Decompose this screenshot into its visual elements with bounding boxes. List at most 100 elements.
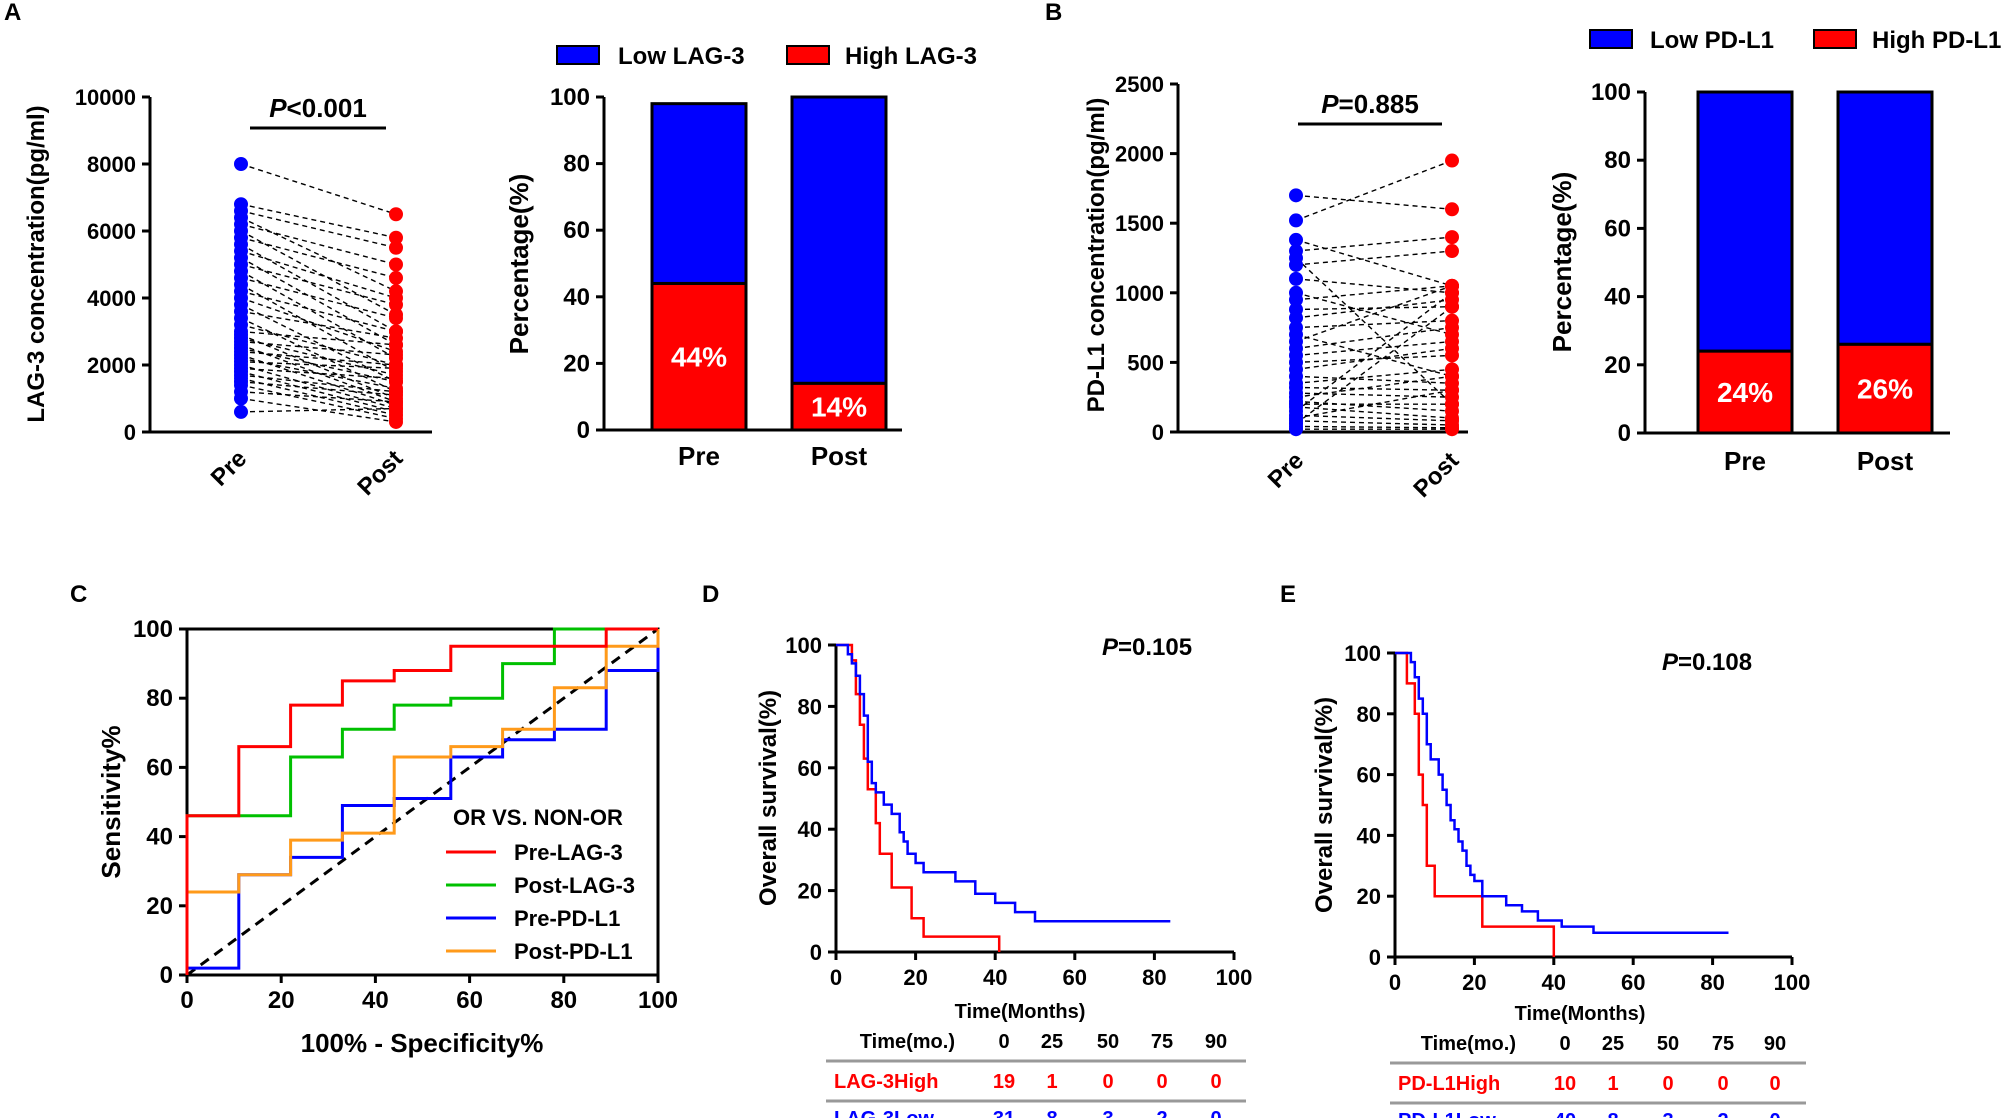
post-point <box>389 257 403 272</box>
reference-diagonal <box>186 627 659 977</box>
pair-line <box>1295 414 1453 422</box>
pair-line <box>1295 159 1453 222</box>
post-point <box>1445 244 1459 259</box>
pair-line <box>1295 250 1453 266</box>
pair-line <box>240 163 397 215</box>
y-tick-label: 2500 <box>1115 72 1164 97</box>
post-point <box>389 311 403 326</box>
x-tick-label: 100 <box>1216 965 1253 990</box>
legend-swatch-low-pdl1 <box>1589 29 1633 49</box>
x-axis-label: Time(Months) <box>1515 1003 1646 1025</box>
pre-point <box>1289 232 1303 247</box>
pair-line <box>1295 347 1453 371</box>
pair-line <box>1295 236 1453 252</box>
pair-line <box>240 223 397 266</box>
pair-line <box>240 397 397 423</box>
legend-label-post-pdl1: Post-PD-L1 <box>514 939 633 964</box>
y-tick-label: 6000 <box>87 219 136 244</box>
pair-line <box>1295 375 1453 384</box>
risk-table-value: 40 <box>1554 1110 1576 1118</box>
legend-label-low-lag3: Low LAG-3 <box>618 43 745 70</box>
y-tick-label: 100 <box>1344 641 1381 666</box>
post-point <box>1445 341 1459 356</box>
risk-table-time: 75 <box>1712 1033 1734 1055</box>
x-tick-label: 40 <box>1542 970 1566 995</box>
y-axis-label: Overall survival(%) <box>755 690 782 906</box>
pair-line <box>1295 386 1453 391</box>
y-tick-label: 60 <box>1604 215 1631 242</box>
y-axis-label: PD-L1 concentration(pg/ml) <box>1083 98 1110 413</box>
x-tick-label-post: Post <box>352 445 408 501</box>
pair-line <box>1295 368 1453 384</box>
x-tick-label: 60 <box>1621 970 1645 995</box>
panel-label-d: D <box>702 581 719 608</box>
risk-table-value: 0 <box>1769 1110 1780 1118</box>
pair-line <box>240 324 397 366</box>
post-point <box>389 207 403 222</box>
risk-table-time: 25 <box>1602 1033 1624 1055</box>
y-tick-label: 80 <box>1357 702 1381 727</box>
bar-high <box>1696 349 1794 435</box>
pair-line <box>1295 389 1453 419</box>
x-tick-label: 100 <box>638 987 678 1014</box>
y-tick-label: 20 <box>146 893 173 920</box>
y-tick-label: 2000 <box>87 353 136 378</box>
bar-percent-label: 44% <box>671 342 727 373</box>
risk-table-value: 0 <box>1210 1108 1221 1118</box>
pair-line <box>240 371 397 413</box>
legend-label-high-lag3: High LAG-3 <box>845 43 977 70</box>
pair-line <box>1295 306 1453 425</box>
risk-table-header: Time(mo.) <box>860 1031 955 1053</box>
x-tick-label: 40 <box>983 965 1007 990</box>
y-tick-label: 60 <box>563 217 590 244</box>
x-tick-label-post: Post <box>1857 446 1914 476</box>
y-tick-label: 80 <box>146 685 173 712</box>
bar-percent-label: 14% <box>811 392 867 423</box>
pair-line <box>1295 425 1453 429</box>
pair-line <box>1295 392 1453 398</box>
risk-table-header: Time(mo.) <box>1421 1033 1516 1055</box>
pair-line <box>240 407 397 413</box>
bar-high <box>1836 342 1934 435</box>
x-tick-label: 80 <box>1142 965 1166 990</box>
post-point <box>389 230 403 245</box>
panel-a-bars: Low LAG-3 High LAG-3 0 20 40 60 80 100 Percen… <box>504 43 977 471</box>
y-tick-label: 0 <box>1369 945 1381 970</box>
risk-table-row-label: LAG-3High <box>834 1071 938 1093</box>
roc-curve-pre-lag3 <box>185 627 658 975</box>
panel-label-c: C <box>70 581 87 608</box>
pair-line <box>240 304 397 383</box>
post-point <box>389 297 403 312</box>
risk-table-time: 90 <box>1764 1033 1786 1055</box>
risk-table-value: 0 <box>1156 1071 1167 1093</box>
y-tick-label: 100 <box>133 616 173 643</box>
pair-line <box>1295 354 1453 364</box>
pair-line <box>240 317 397 393</box>
x-tick-label: 20 <box>903 965 927 990</box>
y-tick-label: 0 <box>124 420 136 445</box>
risk-table-value: 1 <box>1046 1071 1057 1093</box>
legend-title: OR VS. NON-OR <box>453 805 623 830</box>
y-axis-label: Percentage(%) <box>1547 172 1577 353</box>
pair-line <box>1295 285 1453 301</box>
pair-line <box>240 344 397 403</box>
y-tick-label: 100 <box>1591 79 1631 106</box>
y-tick-label: 20 <box>1357 884 1381 909</box>
pre-point <box>1289 188 1303 203</box>
risk-table-time: 0 <box>1559 1033 1570 1055</box>
risk-table-value: 3 <box>1102 1108 1113 1118</box>
legend-label-low-pdl1: Low PD-L1 <box>1650 27 1774 54</box>
post-point <box>389 401 403 416</box>
pair-line <box>1295 400 1453 412</box>
x-tick-label-pre: Pre <box>1263 447 1309 493</box>
pre-point <box>234 157 248 171</box>
pair-line <box>240 364 397 410</box>
post-point <box>1445 320 1459 335</box>
roc-curve-post-pdl1 <box>185 629 660 975</box>
panel-label-b: B <box>1045 0 1062 26</box>
bar-high <box>650 281 748 432</box>
y-tick-label: 20 <box>1604 352 1631 379</box>
bar-low <box>790 95 888 385</box>
panel-b-bars: Low PD-L1 High PD-L1 0 20 40 60 80 100 Percen… <box>1547 27 2001 476</box>
